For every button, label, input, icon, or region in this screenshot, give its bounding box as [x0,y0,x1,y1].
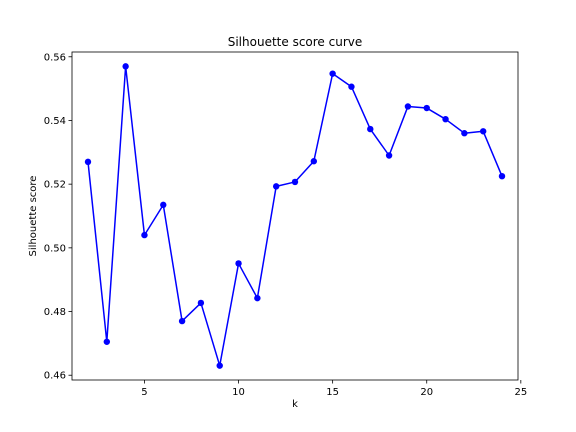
data-point [348,83,355,90]
data-point [160,201,167,209]
data-point [235,260,242,267]
data-point [423,104,430,112]
data-point [404,103,412,110]
data-point [461,130,468,137]
y-tick-label: 0.48 [44,307,66,318]
x-tick-label: 25 [514,387,527,398]
chart-title: Silhouette score curve [228,35,363,49]
y-tick-label: 0.50 [44,243,66,254]
data-point [178,317,186,325]
data-point [84,158,92,166]
x-tick-label: 5 [141,387,147,398]
data-point [272,183,280,190]
data-point [442,115,449,123]
data-point [103,338,111,345]
x-axis-label: k [292,399,298,410]
x-axis-ticks: 5 10 15 20 25 [141,380,527,398]
y-tick-label: 0.56 [44,52,66,63]
x-tick-label: 10 [232,387,245,398]
y-tick-label: 0.54 [44,116,66,127]
data-point [216,362,223,369]
series-layer [84,63,506,369]
data-point [254,294,261,302]
data-point [291,178,299,186]
data-point [498,172,506,180]
y-tick-label: 0.46 [44,371,66,382]
x-tick-label: 15 [326,387,339,398]
data-point [329,70,336,77]
y-axis-ticks: 0.46 0.48 0.50 0.52 0.54 0.56 [44,52,72,382]
data-point [310,158,318,165]
y-axis-label: Silhouette score [28,176,39,257]
plot-frame [71,51,519,381]
data-point [479,128,487,135]
x-tick-label: 20 [420,387,433,398]
data-point [385,152,393,159]
y-tick-label: 0.52 [44,180,66,191]
data-point [122,63,129,70]
data-point [367,125,374,133]
data-point [141,231,148,239]
data-point [197,299,205,307]
